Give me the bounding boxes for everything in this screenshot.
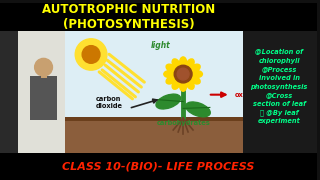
Ellipse shape xyxy=(180,80,187,91)
Ellipse shape xyxy=(156,94,180,109)
Text: @Location of
chlorophyll
@Process
involved in
photosynthesis
@Cross
section of l: @Location of chlorophyll @Process involv… xyxy=(251,49,308,124)
Ellipse shape xyxy=(164,71,175,78)
FancyBboxPatch shape xyxy=(0,3,317,31)
Ellipse shape xyxy=(166,76,176,84)
Ellipse shape xyxy=(186,102,210,117)
Ellipse shape xyxy=(172,59,180,69)
FancyBboxPatch shape xyxy=(65,117,244,152)
Ellipse shape xyxy=(180,57,187,68)
FancyBboxPatch shape xyxy=(0,31,67,152)
Circle shape xyxy=(75,39,107,70)
Ellipse shape xyxy=(192,71,203,78)
FancyBboxPatch shape xyxy=(65,31,244,117)
Ellipse shape xyxy=(186,59,194,69)
FancyBboxPatch shape xyxy=(41,74,46,78)
Circle shape xyxy=(174,65,192,83)
Ellipse shape xyxy=(166,64,176,72)
FancyBboxPatch shape xyxy=(30,76,57,120)
Text: carbon
dioxide: carbon dioxide xyxy=(95,96,122,109)
Ellipse shape xyxy=(190,64,200,72)
Ellipse shape xyxy=(186,79,194,89)
Text: AUTOTROPHIC NUTRITION
(PHOTOSYNTHESIS): AUTOTROPHIC NUTRITION (PHOTOSYNTHESIS) xyxy=(42,3,215,31)
FancyBboxPatch shape xyxy=(0,31,18,152)
Ellipse shape xyxy=(172,79,180,89)
Circle shape xyxy=(35,58,52,76)
Ellipse shape xyxy=(190,76,200,84)
Text: CLASS 10-(BIO)- LIFE PROCESS: CLASS 10-(BIO)- LIFE PROCESS xyxy=(62,161,255,171)
FancyBboxPatch shape xyxy=(243,3,317,180)
Text: ALL ABOUT: ALL ABOUT xyxy=(246,8,312,18)
Circle shape xyxy=(177,68,189,80)
FancyBboxPatch shape xyxy=(65,31,244,152)
Text: oxygen: oxygen xyxy=(235,92,261,98)
FancyBboxPatch shape xyxy=(0,152,317,180)
Circle shape xyxy=(82,46,100,63)
Text: carbohydrates: carbohydrates xyxy=(156,120,210,126)
Text: light: light xyxy=(150,41,170,50)
FancyBboxPatch shape xyxy=(65,117,244,121)
